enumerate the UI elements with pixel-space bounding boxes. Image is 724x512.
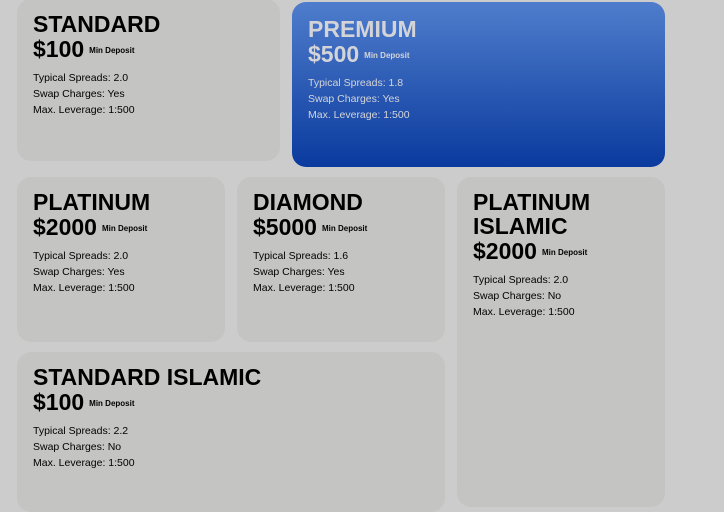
account-card-premium[interactable]: PREMIUM $500 Min Deposit Typical Spreads:… — [292, 2, 665, 167]
account-card-platinum[interactable]: PLATINUM $2000 Min Deposit Typical Spread… — [17, 177, 225, 342]
swap-charges: Swap Charges: No — [33, 440, 122, 453]
account-card-diamond[interactable]: DIAMOND $5000 Min Deposit Typical Spreads… — [237, 177, 445, 342]
typical-spreads: Typical Spreads: 2.0 — [33, 71, 129, 84]
account-card-standard[interactable]: STANDARD $100 Min Deposit Typical Spreads… — [17, 0, 280, 161]
account-details: Typical Spreads: 1.6 Swap Charges: Yes M… — [253, 248, 429, 296]
swap-charges: Swap Charges: No — [473, 289, 562, 302]
max-leverage: Max. Leverage: 1:500 — [253, 281, 355, 294]
account-details: Typical Spreads: 2.2 Swap Charges: No Ma… — [33, 423, 429, 471]
price-note: Min Deposit — [101, 223, 148, 233]
account-name: PLATINUM — [33, 189, 151, 215]
price-value: $2000 — [473, 238, 537, 264]
account-name: PLATINUM ISLAMIC — [473, 189, 591, 239]
swap-charges: Swap Charges: Yes — [33, 87, 125, 100]
account-details: Typical Spreads: 2.0 Swap Charges: Yes M… — [33, 248, 209, 296]
max-leverage: Max. Leverage: 1:500 — [33, 456, 135, 469]
price-note: Min Deposit — [541, 247, 588, 257]
account-name: DIAMOND — [253, 189, 363, 215]
price-value: $100 — [33, 36, 85, 62]
typical-spreads: Typical Spreads: 2.2 — [33, 424, 129, 437]
account-name: STANDARD — [33, 11, 161, 37]
max-leverage: Max. Leverage: 1:500 — [308, 108, 410, 121]
account-card-platinum-islamic[interactable]: PLATINUM ISLAMIC $2000 Min Deposit Typica… — [457, 177, 665, 507]
swap-charges: Swap Charges: Yes — [253, 265, 345, 278]
swap-charges: Swap Charges: Yes — [33, 265, 125, 278]
typical-spreads: Typical Spreads: 2.0 — [33, 249, 129, 262]
price-value: $5000 — [253, 214, 317, 240]
max-leverage: Max. Leverage: 1:500 — [33, 103, 135, 116]
price-note: Min Deposit — [89, 398, 135, 408]
swap-charges: Swap Charges: Yes — [308, 92, 400, 105]
typical-spreads: Typical Spreads: 2.0 — [473, 273, 569, 286]
account-details: Typical Spreads: 1.8 Swap Charges: Yes M… — [308, 75, 649, 123]
min-deposit-price: $500 Min Deposit — [308, 41, 649, 69]
price-note: Min Deposit — [89, 45, 135, 55]
account-card-standard-islamic[interactable]: STANDARD ISLAMIC $100 Min Deposit Typical… — [17, 352, 445, 512]
price-note: Min Deposit — [321, 223, 368, 233]
account-name: STANDARD ISLAMIC — [33, 364, 262, 390]
price-note: Min Deposit — [364, 50, 410, 60]
price-value: $100 — [33, 389, 85, 415]
account-details: Typical Spreads: 2.0 Swap Charges: No Ma… — [473, 272, 649, 320]
typical-spreads: Typical Spreads: 1.6 — [253, 249, 349, 262]
min-deposit-price: $2000 Min Deposit — [473, 238, 649, 266]
account-details: Typical Spreads: 2.0 Swap Charges: Yes M… — [33, 70, 264, 118]
min-deposit-price: $100 Min Deposit — [33, 36, 264, 64]
min-deposit-price: $2000 Min Deposit — [33, 214, 209, 242]
min-deposit-price: $100 Min Deposit — [33, 389, 429, 417]
max-leverage: Max. Leverage: 1:500 — [33, 281, 135, 294]
max-leverage: Max. Leverage: 1:500 — [473, 305, 575, 318]
account-name: PREMIUM — [308, 16, 417, 42]
min-deposit-price: $5000 Min Deposit — [253, 214, 429, 242]
typical-spreads: Typical Spreads: 1.8 — [308, 76, 404, 89]
price-value: $2000 — [33, 214, 97, 240]
price-value: $500 — [308, 41, 360, 67]
